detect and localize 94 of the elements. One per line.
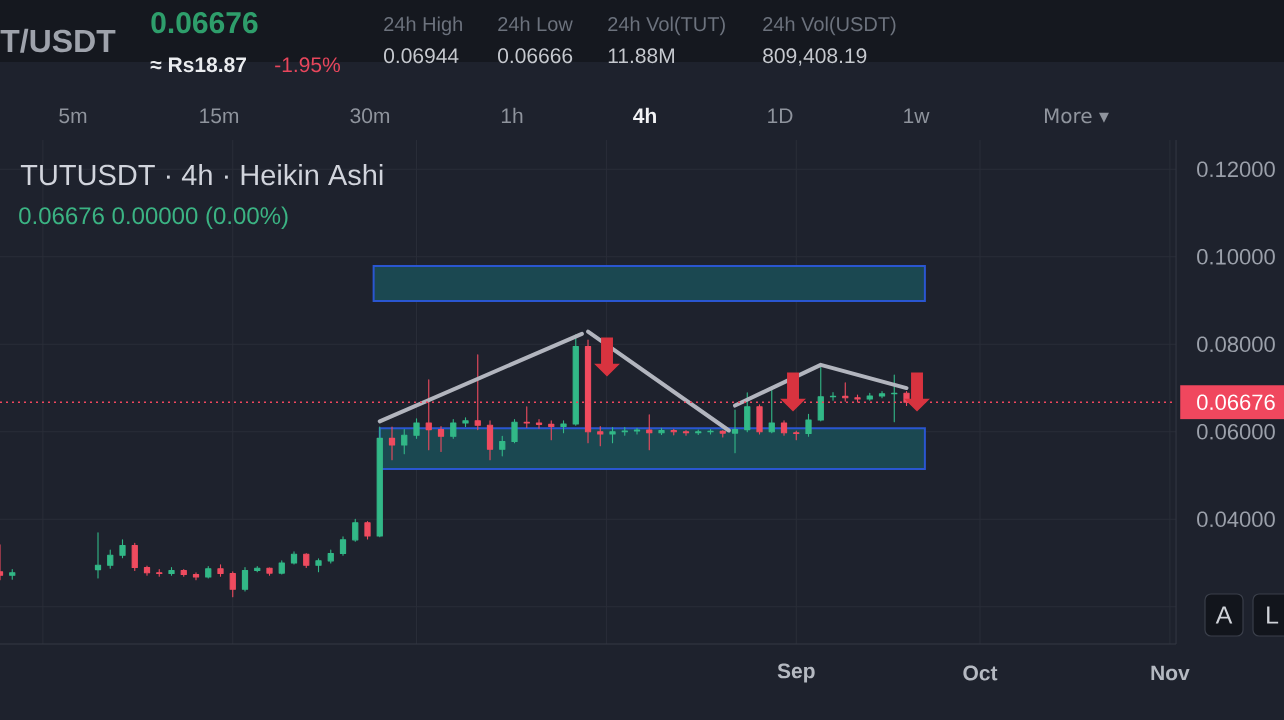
ref-line-label: 0.06676 — [1197, 394, 1275, 411]
text: 11.88M — [608, 48, 674, 64]
text: 24h High — [384, 16, 462, 36]
candlestick — [278, 560, 285, 575]
candlestick — [866, 392, 873, 401]
candlestick — [413, 418, 420, 439]
candlestick — [535, 419, 543, 429]
candlestick — [499, 435, 506, 457]
candlestick — [303, 552, 310, 568]
candlestick — [486, 420, 494, 461]
text: 24h Vol(USDT) — [763, 16, 896, 36]
text: 30m — [350, 108, 390, 124]
candlestick — [266, 567, 273, 576]
candlestick — [793, 430, 800, 441]
text: T/USDT — [0, 28, 116, 53]
candlestick — [744, 392, 751, 433]
text: More ▾ — [1044, 108, 1109, 124]
candlestick — [315, 558, 322, 573]
candlestick — [437, 426, 445, 453]
candlestick — [352, 518, 359, 542]
candlestick — [829, 391, 837, 401]
candlestick — [168, 566, 175, 576]
candlestick — [609, 426, 616, 444]
candlestick — [523, 406, 530, 428]
candlestick — [707, 429, 714, 435]
candlestick — [143, 565, 151, 576]
candlestick — [756, 404, 763, 435]
text: ≈ Rs18.87 — [150, 57, 247, 73]
text: 809,408.19 — [763, 48, 867, 66]
annotation: ⬇ — [904, 372, 930, 412]
candlestick — [339, 536, 347, 556]
text: L — [1267, 606, 1279, 624]
candlestick — [192, 572, 200, 581]
candlestick — [633, 427, 641, 435]
candlestick — [548, 420, 555, 441]
text: A — [1215, 606, 1233, 624]
candlestick — [805, 413, 812, 437]
y-tick-label: 0.04000 — [1197, 511, 1275, 528]
y-tick-label: 0.08000 — [1197, 336, 1275, 353]
text: 1D — [768, 108, 793, 123]
candlestick — [217, 564, 224, 577]
candlestick — [205, 566, 212, 579]
text: 0.06944 — [384, 48, 459, 64]
candlestick — [254, 566, 261, 573]
candlestick — [94, 532, 102, 579]
candlestick — [450, 419, 457, 439]
x-tick-label: Sep — [777, 663, 815, 683]
x-tick-label: Oct — [963, 665, 998, 681]
candlestick — [646, 414, 653, 451]
candlestick — [327, 549, 334, 564]
text: 24h Vol(TUT) — [608, 16, 725, 36]
candlestick — [817, 364, 824, 422]
annotation: ⬇ — [780, 372, 806, 412]
candlestick — [658, 427, 665, 435]
candlestick — [401, 429, 408, 455]
annotation: ⬇ — [594, 337, 620, 377]
text: TUTUSDT · 4h · Heikin Ashi — [20, 163, 383, 186]
y-tick-label: 0.12000 — [1197, 161, 1275, 178]
candlestick — [621, 426, 628, 436]
candlestick — [719, 429, 726, 438]
y-tick-label: 0.06000 — [1197, 424, 1275, 440]
text: 15m — [200, 108, 239, 124]
x-tick-label: Nov — [1151, 665, 1190, 681]
candlestick — [156, 569, 163, 577]
text: 0.06676 — [151, 12, 258, 34]
candlestick — [290, 551, 298, 565]
text: 4h — [633, 107, 656, 123]
candlestick — [229, 571, 236, 598]
candlestick — [511, 419, 518, 444]
candlestick — [107, 549, 114, 569]
candlestick — [597, 426, 604, 447]
candlestick — [119, 539, 126, 559]
candlestick — [682, 429, 690, 436]
candlestick — [364, 520, 371, 540]
text: -1.95% — [275, 57, 340, 73]
candlestick — [780, 420, 788, 436]
text: 5m — [59, 108, 87, 124]
candlestick — [376, 426, 383, 538]
candlestick — [180, 569, 187, 577]
candlestick — [388, 426, 396, 461]
candlestick — [131, 542, 138, 572]
candlestick — [878, 391, 886, 399]
text: 0.06666 — [498, 48, 573, 64]
candlestick — [462, 417, 469, 428]
candlestick — [560, 420, 567, 434]
y-tick-label: 0.10000 — [1197, 249, 1275, 265]
candlestick — [731, 409, 739, 454]
candlestick — [9, 569, 16, 580]
text: 24h Low — [498, 16, 573, 32]
text: 1h — [501, 107, 523, 123]
candlestick — [695, 429, 702, 435]
candlestick — [241, 566, 249, 592]
text: 1w — [904, 108, 930, 123]
text: 0.06676 0.00000 (0.00%) — [19, 206, 288, 229]
